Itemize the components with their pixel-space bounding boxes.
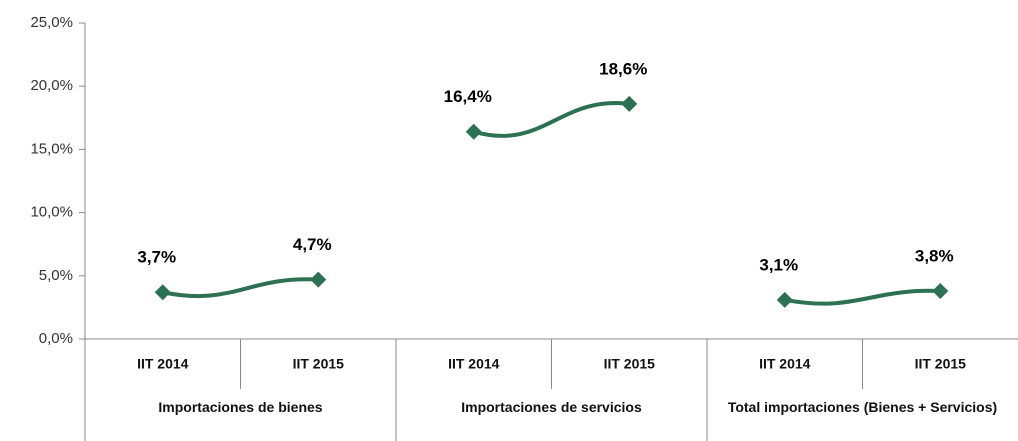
line [782,288,943,306]
group-label: Importaciones de servicios [461,399,642,415]
data-label: 3,8% [915,246,954,265]
data-label: 16,4% [444,87,492,106]
line [471,101,632,138]
marker [465,123,482,140]
x-tick-label: IIT 2015 [604,356,656,372]
marker [621,95,638,112]
data-label: 3,7% [137,248,176,267]
marker [932,282,949,299]
group-label: Total importaciones (Bienes + Servicios) [727,399,998,415]
group-label: Importaciones de bienes [158,399,323,415]
data-label: 3,1% [759,255,798,274]
y-tick-label: 25,0% [30,14,73,31]
y-tick-label: 0,0% [39,330,73,347]
data-label: 4,7% [293,235,332,254]
data-label: 18,6% [599,59,647,78]
y-tick-label: 15,0% [30,140,73,157]
x-tick-label: IIT 2014 [137,356,189,372]
marker [310,271,327,288]
x-tick-label: IIT 2015 [293,356,345,372]
x-tick-label: IIT 2015 [915,356,967,372]
line [160,277,321,299]
x-tick-label: IIT 2014 [448,356,500,372]
y-tick-label: 5,0% [39,267,73,284]
y-tick-label: 20,0% [30,77,73,94]
marker [776,291,793,308]
marker [154,284,171,301]
y-tick-label: 10,0% [30,204,73,221]
x-tick-label: IIT 2014 [759,356,811,372]
